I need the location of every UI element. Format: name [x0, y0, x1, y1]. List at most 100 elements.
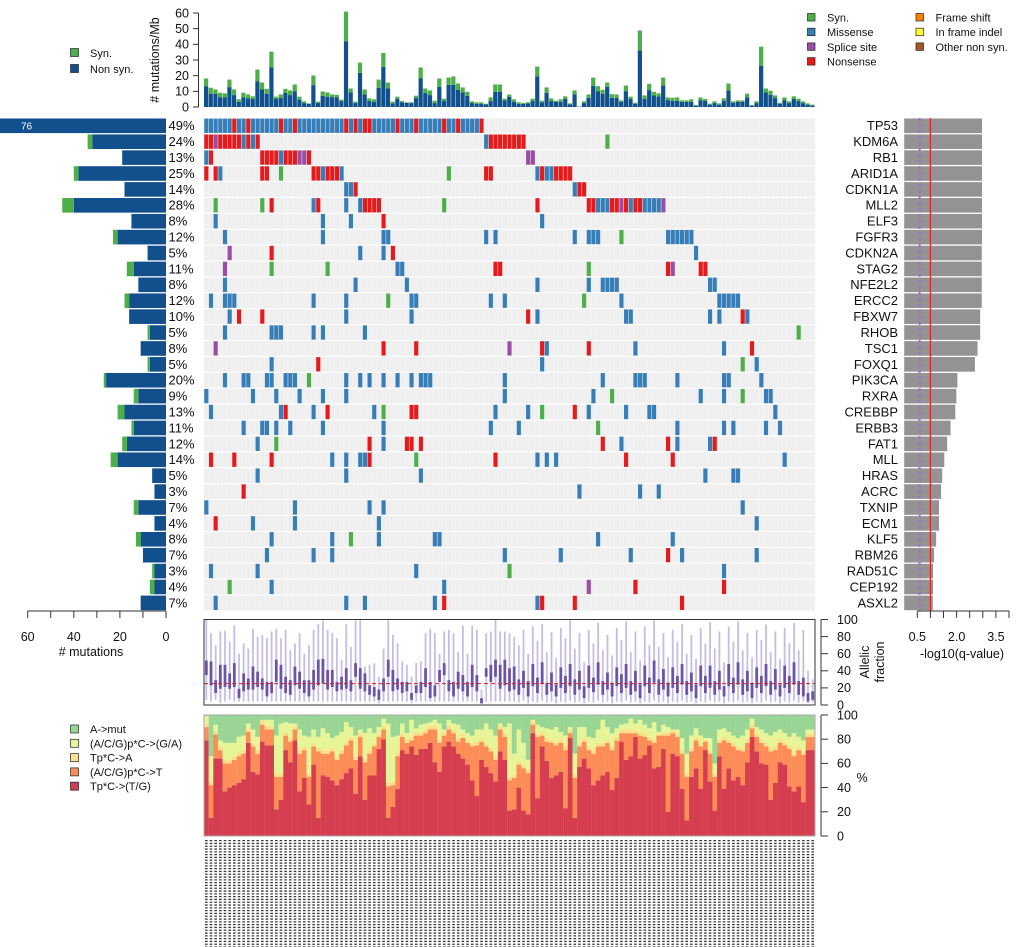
mutation-cell[interactable] — [250, 134, 256, 149]
mutation-cell[interactable] — [591, 229, 596, 245]
mutation-cell[interactable] — [759, 373, 764, 388]
mutation-cell[interactable] — [586, 341, 591, 356]
mutation-cell[interactable] — [679, 547, 685, 563]
mutation-cell[interactable] — [367, 198, 372, 213]
mutation-cell[interactable] — [432, 532, 437, 547]
gene-label[interactable]: CEP192 — [850, 579, 898, 594]
mutation-cell[interactable] — [554, 166, 559, 181]
mutation-cell[interactable] — [395, 261, 400, 277]
mutation-cell[interactable] — [395, 118, 400, 133]
mutation-cell[interactable] — [222, 229, 228, 245]
mutation-cell[interactable] — [414, 118, 419, 133]
mutation-cell[interactable] — [731, 293, 736, 308]
mutation-cell[interactable] — [698, 261, 703, 277]
mutation-cell[interactable] — [446, 118, 451, 133]
mutation-cell[interactable] — [283, 404, 288, 420]
mutation-cell[interactable] — [670, 452, 675, 467]
gene-label[interactable]: CREBBP — [845, 404, 898, 419]
mutation-cell[interactable] — [540, 166, 545, 181]
mutation-cell[interactable] — [311, 198, 316, 213]
mutation-cell[interactable] — [208, 118, 214, 133]
mutation-cell[interactable] — [213, 118, 218, 133]
mutation-cell[interactable] — [255, 563, 260, 579]
mutation-cell[interactable] — [269, 261, 274, 277]
mutation-cell[interactable] — [274, 388, 279, 404]
mutation-cell[interactable] — [269, 532, 274, 547]
mutation-cell[interactable] — [507, 341, 512, 356]
mutation-cell[interactable] — [204, 150, 209, 165]
mutation-cell[interactable] — [684, 229, 689, 245]
mutation-cell[interactable] — [236, 118, 242, 133]
mutation-cell[interactable] — [400, 261, 405, 277]
mutation-cell[interactable] — [222, 293, 228, 308]
mutation-cell[interactable] — [712, 436, 717, 451]
mutation-cell[interactable] — [442, 579, 447, 595]
mutation-cell[interactable] — [372, 404, 377, 420]
mutation-cell[interactable] — [544, 166, 549, 181]
mutation-cell[interactable] — [344, 468, 349, 483]
mutation-cell[interactable] — [740, 500, 745, 515]
gene-label[interactable]: FAT1 — [868, 436, 898, 451]
mutation-cell[interactable] — [502, 134, 507, 149]
mutation-cell[interactable] — [717, 309, 722, 324]
mutation-cell[interactable] — [367, 118, 372, 133]
mutation-cell[interactable] — [381, 404, 386, 420]
mutation-cell[interactable] — [339, 118, 344, 133]
mutation-cell[interactable] — [208, 563, 214, 579]
mutation-cell[interactable] — [208, 150, 214, 165]
mutation-cell[interactable] — [540, 404, 545, 420]
mutation-cell[interactable] — [656, 198, 661, 213]
gene-label[interactable]: PIK3CA — [852, 373, 899, 388]
mutation-cell[interactable] — [521, 134, 526, 149]
mutation-cell[interactable] — [367, 500, 372, 515]
mutation-cell[interactable] — [479, 118, 484, 133]
mutation-cell[interactable] — [227, 579, 232, 595]
mutation-cell[interactable] — [404, 277, 409, 292]
mutation-cell[interactable] — [675, 373, 680, 388]
mutation-cell[interactable] — [288, 420, 293, 436]
mutation-cell[interactable] — [717, 293, 722, 308]
mutation-cell[interactable] — [218, 166, 223, 181]
mutation-cell[interactable] — [236, 134, 242, 149]
mutation-cell[interactable] — [362, 118, 367, 133]
mutation-cell[interactable] — [381, 420, 386, 436]
mutation-cell[interactable] — [796, 325, 801, 340]
mutation-cell[interactable] — [782, 452, 787, 467]
mutation-cell[interactable] — [740, 357, 745, 372]
mutation-cell[interactable] — [381, 245, 386, 261]
mutation-cell[interactable] — [334, 166, 340, 181]
mutation-cell[interactable] — [269, 245, 274, 261]
mutation-cell[interactable] — [367, 436, 372, 451]
mutation-cell[interactable] — [740, 309, 745, 324]
mutation-cell[interactable] — [269, 325, 274, 340]
gene-label[interactable]: TP53 — [867, 118, 898, 133]
mutation-cell[interactable] — [731, 468, 736, 483]
mutation-cell[interactable] — [358, 245, 363, 261]
mutation-cell[interactable] — [283, 150, 288, 165]
gene-label[interactable]: FOXQ1 — [854, 357, 898, 372]
mutation-cell[interactable] — [255, 436, 260, 451]
mutation-cell[interactable] — [493, 229, 498, 245]
mutation-cell[interactable] — [367, 452, 372, 467]
mutation-cell[interactable] — [232, 118, 237, 133]
mutation-cell[interactable] — [605, 134, 610, 149]
mutation-cell[interactable] — [222, 134, 228, 149]
gene-label[interactable]: KDM6A — [853, 134, 898, 149]
mutation-cell[interactable] — [409, 404, 414, 420]
gene-label[interactable]: ACRC — [861, 484, 898, 499]
mutation-cell[interactable] — [274, 420, 279, 436]
mutation-cell[interactable] — [726, 293, 731, 308]
mutation-cell[interactable] — [582, 293, 587, 308]
gene-label[interactable]: ASXL2 — [858, 595, 898, 610]
mutation-cell[interactable] — [260, 166, 265, 181]
mutation-cell[interactable] — [409, 436, 414, 451]
mutation-cell[interactable] — [213, 134, 218, 149]
mutation-cell[interactable] — [721, 563, 727, 579]
mutation-cell[interactable] — [540, 214, 545, 229]
mutation-cell[interactable] — [316, 118, 321, 133]
mutation-cell[interactable] — [348, 214, 353, 229]
mutation-cell[interactable] — [292, 516, 298, 531]
mutation-cell[interactable] — [586, 229, 591, 245]
mutation-cell[interactable] — [540, 357, 545, 372]
mutation-cell[interactable] — [222, 261, 228, 277]
